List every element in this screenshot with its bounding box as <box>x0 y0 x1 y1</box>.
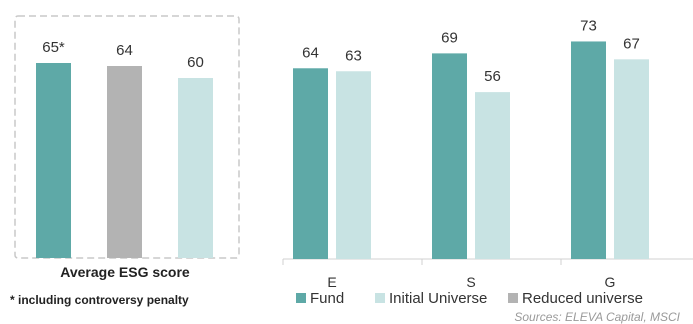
value-label-average-0: 65* <box>42 39 65 56</box>
category-label-g: G <box>605 274 616 290</box>
legend-swatch-initial-universe <box>375 293 385 303</box>
value-label-e-1: 63 <box>345 47 362 64</box>
source-note: Sources: ELEVA Capital, MSCI <box>514 310 680 324</box>
legend-swatch-reduced-universe <box>508 293 518 303</box>
bar-average-initial-universe <box>178 78 213 258</box>
bar-fund-s <box>432 53 467 259</box>
value-label-g-0: 73 <box>580 17 597 34</box>
legend: Fund Initial Universe Reduced universe <box>296 290 643 307</box>
value-label-average-1: 64 <box>116 42 133 59</box>
bar-fund-g <box>571 41 606 260</box>
average-esg-title: Average ESG score <box>60 264 190 280</box>
category-label-s: S <box>466 274 475 290</box>
bar-fund-e <box>293 68 328 259</box>
bar-initial-universe-s <box>475 92 510 260</box>
controversy-footnote: * including controversy penalty <box>10 293 189 307</box>
pillar-scores-panel: 64 69 73 63 56 67 E S G <box>282 17 693 290</box>
value-label-s-0: 69 <box>441 29 458 46</box>
legend-label-reduced-universe: Reduced universe <box>522 290 643 307</box>
bar-initial-universe-g <box>614 59 649 260</box>
value-label-g-1: 67 <box>623 35 640 52</box>
legend-label-initial-universe: Initial Universe <box>389 290 487 307</box>
value-label-average-2: 60 <box>187 54 204 71</box>
value-label-s-1: 56 <box>484 68 501 85</box>
bar-average-reduced-universe <box>107 66 142 258</box>
legend-label-fund: Fund <box>310 290 344 307</box>
category-label-e: E <box>327 274 336 290</box>
average-esg-panel: 65* 64 60 <box>14 15 240 259</box>
bar-average-fund <box>36 63 71 258</box>
value-label-e-0: 64 <box>302 44 319 61</box>
bar-initial-universe-e <box>336 71 371 259</box>
legend-swatch-fund <box>296 293 306 303</box>
